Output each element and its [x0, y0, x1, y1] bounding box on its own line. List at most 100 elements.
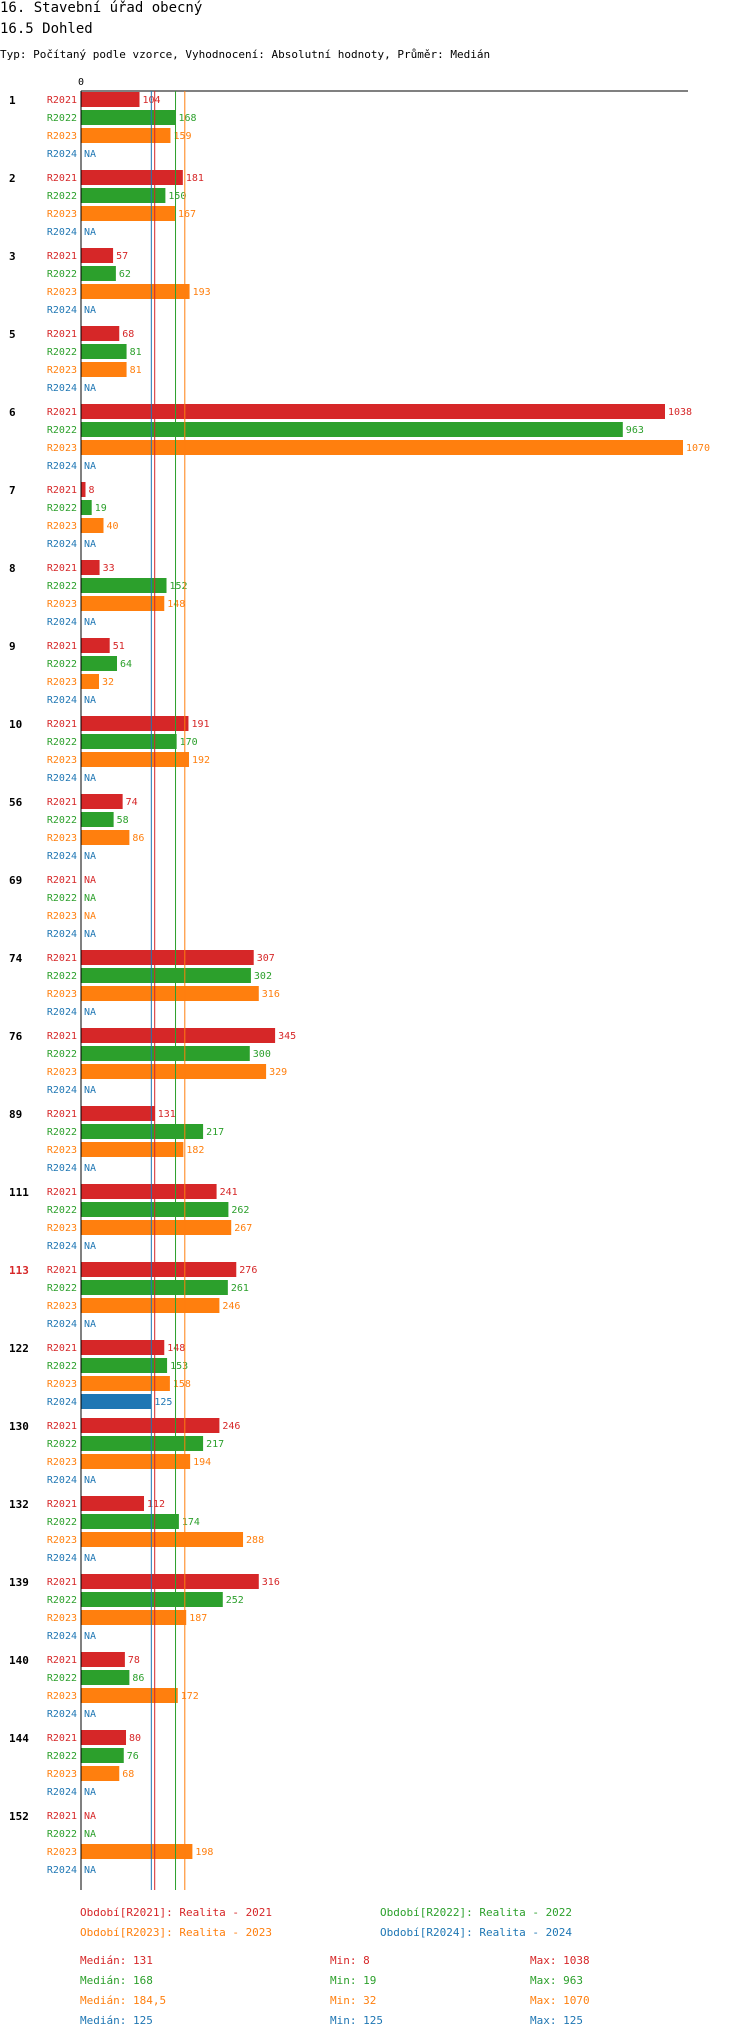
group-label: 89: [9, 1108, 22, 1121]
bar: [81, 1220, 232, 1235]
na-label: NA: [84, 1241, 96, 1252]
bar: [81, 248, 114, 263]
bar-value-label: 329: [269, 1067, 287, 1078]
bar-value-label: 288: [246, 1535, 264, 1546]
group-label: 139: [9, 1576, 29, 1589]
na-label: NA: [84, 305, 96, 316]
bar-value-label: 51: [113, 641, 125, 652]
bar-value-label: 81: [130, 347, 142, 358]
bar: [81, 1574, 259, 1589]
chart-info: Typ: Počítaný podle vzorce, Vyhodnocení:…: [0, 48, 491, 61]
bar: [81, 344, 127, 359]
bar: [81, 1436, 204, 1451]
bar-value-label: 182: [186, 1145, 204, 1156]
bar: [81, 1454, 191, 1469]
group-label: 152: [9, 1810, 29, 1823]
series-label: R2021: [47, 719, 77, 730]
group-label: 1: [9, 94, 16, 107]
group-label: 111: [9, 1186, 29, 1199]
series-label: R2021: [47, 953, 77, 964]
bar: [81, 830, 130, 845]
bar-value-label: 191: [191, 719, 209, 730]
series-label: R2023: [47, 1457, 77, 1468]
bar: [81, 1766, 120, 1781]
series-label: R2023: [47, 1223, 77, 1234]
na-label: NA: [84, 1319, 96, 1330]
series-label: R2023: [47, 1847, 77, 1858]
series-label: R2023: [47, 1535, 77, 1546]
na-label: NA: [84, 1553, 96, 1564]
series-label: R2022: [47, 815, 77, 826]
bar: [81, 1514, 179, 1529]
bar-value-label: 252: [226, 1595, 244, 1606]
legend-r2023: Období[R2023]: Realita - 2023: [80, 1926, 273, 1939]
series-label: R2022: [47, 971, 77, 982]
bar: [81, 440, 683, 455]
bar-value-label: 198: [195, 1847, 213, 1858]
bar-value-label: 86: [132, 833, 144, 844]
chart-title: 16. Stavební úřad obecný: [0, 0, 203, 16]
series-label: R2022: [47, 1205, 77, 1216]
series-label: R2023: [47, 1067, 77, 1078]
bar: [81, 1358, 168, 1373]
legend-r2022: Období[R2022]: Realita - 2022: [380, 1906, 573, 1919]
na-label: NA: [84, 1829, 96, 1840]
bar-value-label: 80: [129, 1733, 141, 1744]
series-label: R2023: [47, 131, 77, 142]
group-label: 5: [9, 328, 16, 341]
series-label: R2023: [47, 1301, 77, 1312]
bar: [81, 110, 176, 125]
series-label: R2024: [47, 1631, 77, 1642]
bar-value-label: 131: [158, 1109, 176, 1120]
bar-value-label: 112: [147, 1499, 165, 1510]
series-label: R2023: [47, 287, 77, 298]
stat-max-r2021: Max: 1038: [530, 1954, 590, 1967]
series-label: R2022: [47, 1283, 77, 1294]
series-label: R2021: [47, 1265, 77, 1276]
na-label: NA: [84, 149, 96, 160]
bar: [81, 1298, 220, 1313]
na-label: NA: [84, 1007, 96, 1018]
group-label: 74: [9, 952, 23, 965]
series-label: R2021: [47, 1499, 77, 1510]
na-label: NA: [84, 1085, 96, 1096]
bar-value-label: 62: [119, 269, 131, 280]
bar: [81, 1394, 152, 1409]
series-label: R2024: [47, 1319, 77, 1330]
bar: [81, 1064, 267, 1079]
series-label: R2024: [47, 149, 77, 160]
group-label: 3: [9, 250, 16, 263]
group-label: 8: [9, 562, 16, 575]
bar: [81, 266, 116, 281]
bar: [81, 1844, 193, 1859]
bar-value-label: 276: [239, 1265, 257, 1276]
series-label: R2024: [47, 851, 77, 862]
bar-value-label: 33: [103, 563, 115, 574]
series-label: R2021: [47, 1109, 77, 1120]
bar: [81, 812, 114, 827]
bar: [81, 1340, 165, 1355]
na-label: NA: [84, 851, 96, 862]
series-label: R2023: [47, 677, 77, 688]
bar: [81, 1748, 124, 1763]
bar-value-label: 152: [170, 581, 188, 592]
group-label: 113: [9, 1264, 29, 1277]
stat-max-r2023: Max: 1070: [530, 1994, 590, 2007]
bar: [81, 1376, 170, 1391]
bar-value-label: 148: [167, 599, 185, 610]
bar-value-label: 8: [89, 485, 95, 496]
bar: [81, 422, 623, 437]
series-label: R2024: [47, 1397, 77, 1408]
stat-median-r2021: Medián: 131: [80, 1954, 153, 1967]
bar-value-label: 217: [206, 1439, 224, 1450]
bar-value-label: 58: [117, 815, 129, 826]
group-label: 132: [9, 1498, 29, 1511]
na-label: NA: [84, 1811, 96, 1822]
bar-value-label: 86: [132, 1673, 144, 1684]
stat-median-r2024: Medián: 125: [80, 2014, 153, 2027]
bar-value-label: 246: [222, 1301, 240, 1312]
bar: [81, 986, 259, 1001]
na-label: NA: [84, 539, 96, 550]
series-label: R2022: [47, 1517, 77, 1528]
series-label: R2023: [47, 1769, 77, 1780]
